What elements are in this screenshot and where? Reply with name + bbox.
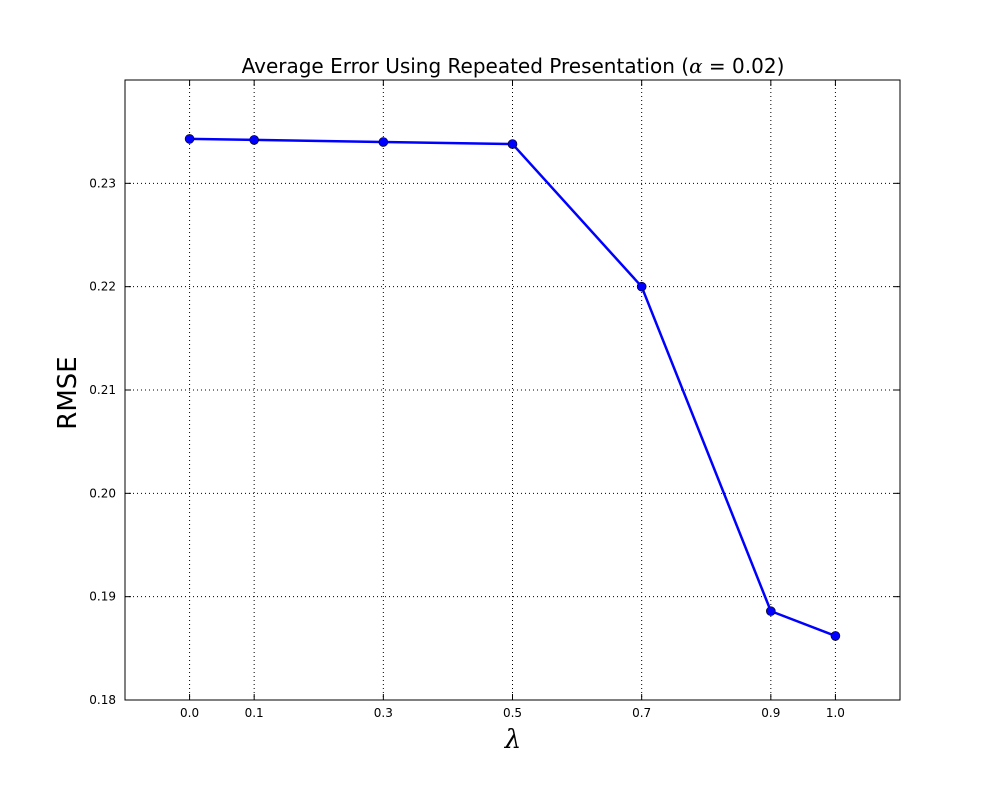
chart-title: Average Error Using Repeated Presentatio… <box>242 54 785 78</box>
x-tick-label: 0.7 <box>632 706 651 720</box>
chart-title-prefix: Average Error Using Repeated Presentatio… <box>242 54 689 78</box>
y-tick-label: 0.18 <box>89 693 116 707</box>
data-point <box>830 631 841 641</box>
data-point <box>184 134 195 144</box>
chart-title-symbol: α <box>689 54 703 78</box>
chart-title-suffix: = 0.02) <box>703 54 785 78</box>
y-tick-label: 0.19 <box>89 590 116 604</box>
data-series <box>184 134 841 641</box>
grid-lines <box>125 80 900 701</box>
x-axis-label: λ <box>504 725 521 755</box>
tick-labels: 0.0 0.1 0.3 0.5 0.7 0.9 1.0 0.18 0.19 0.20 0.21 0.2… <box>89 176 845 720</box>
data-point <box>507 139 518 149</box>
data-point <box>378 137 389 147</box>
y-tick-label: 0.22 <box>89 280 116 294</box>
y-tick-label: 0.20 <box>89 486 116 500</box>
data-point <box>636 281 647 292</box>
data-point <box>249 135 259 145</box>
x-tick-label: 0.3 <box>374 706 393 720</box>
data-point <box>766 606 776 616</box>
y-tick-label: 0.21 <box>89 383 116 397</box>
y-axis-label: RMSE <box>53 356 83 429</box>
x-tick-label: 1.0 <box>826 706 845 720</box>
x-tick-label: 0.9 <box>761 706 780 720</box>
plot-frame <box>124 79 901 701</box>
x-tick-label: 0.5 <box>503 706 522 720</box>
y-tick-label: 0.23 <box>89 176 116 190</box>
x-tick-label: 0.1 <box>245 706 264 720</box>
x-tick-label: 0.0 <box>180 706 199 720</box>
